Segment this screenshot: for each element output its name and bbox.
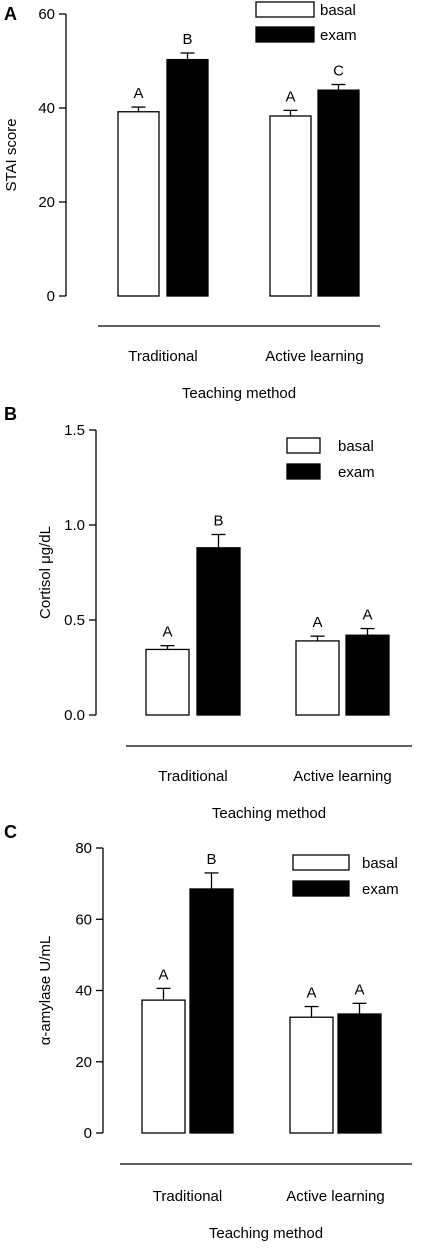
category-label: Active learning [293, 768, 391, 785]
significance-label: B [182, 31, 192, 48]
legend-swatch-basal [255, 1, 315, 18]
legend: basal exam [255, 1, 357, 44]
legend-swatch-basal [286, 437, 321, 454]
y-tick-label: 0.0 [64, 707, 85, 724]
y-tick-label: 20 [38, 194, 55, 211]
y-tick-label: 1.5 [64, 422, 85, 439]
y-axis-label: α-amylase U/mL [37, 936, 54, 1046]
legend-swatch-exam [255, 26, 315, 43]
bar-basal-traditional [145, 648, 190, 716]
bar-exam-active-learning [345, 634, 390, 716]
category-label: Active learning [286, 1188, 384, 1205]
legend-label-basal: basal [320, 2, 356, 19]
significance-label: A [312, 614, 322, 631]
significance-label: A [306, 985, 316, 1002]
significance-label: A [158, 966, 168, 983]
category-label: Traditional [128, 348, 197, 365]
y-tick-label: 0 [47, 288, 55, 305]
panel-label: B [4, 404, 17, 424]
bar-exam-traditional [189, 888, 234, 1134]
bar-basal-active-learning [269, 115, 312, 297]
bar-exam-traditional [196, 547, 241, 716]
chart-panel-a: A 0 20 40 60 STAI score A A B C Traditional Active … [3, 1, 380, 402]
legend-swatch-exam [286, 463, 321, 480]
legend-label-exam: exam [338, 464, 375, 481]
significance-label: A [133, 85, 143, 102]
bar-basal-traditional [141, 999, 186, 1134]
bar-basal-traditional [117, 111, 160, 297]
bar-basal-active-learning [295, 640, 340, 716]
category-label: Active learning [265, 348, 363, 365]
bar-exam-active-learning [337, 1013, 382, 1134]
bar-basal-active-learning [289, 1016, 334, 1134]
x-axis-title: Teaching method [212, 805, 326, 822]
y-tick-label: 40 [75, 983, 92, 1000]
category-label: Traditional [158, 768, 227, 785]
bar-exam-active-learning [317, 89, 360, 297]
panel-label: C [4, 822, 17, 842]
legend: basal exam [292, 854, 399, 898]
y-tick-label: 80 [75, 840, 92, 857]
panel-label: A [4, 4, 17, 24]
significance-label: A [362, 607, 372, 624]
legend-label-basal: basal [338, 438, 374, 455]
y-axis-label: STAI score [3, 118, 20, 191]
y-tick-label: 0.5 [64, 612, 85, 629]
significance-label: B [213, 513, 223, 530]
bar-exam-traditional [166, 58, 209, 297]
y-axis-label: Cortisol μg/dL [37, 526, 54, 619]
significance-label: A [354, 981, 364, 998]
legend-label-basal: basal [362, 855, 398, 872]
significance-label: A [162, 624, 172, 641]
y-tick-label: 0 [84, 1125, 92, 1142]
y-tick-label: 60 [75, 911, 92, 928]
y-tick-label: 60 [38, 6, 55, 23]
y-tick-label: 20 [75, 1054, 92, 1071]
legend-label-exam: exam [320, 27, 357, 44]
legend-swatch-exam [292, 880, 350, 897]
category-label: Traditional [153, 1188, 222, 1205]
legend-swatch-basal [292, 854, 350, 871]
chart-panel-c: C 0 20 40 60 80 α-amylase U/mL A A B A Traditional A… [4, 822, 412, 1242]
significance-label: C [333, 63, 344, 80]
y-tick-label: 40 [38, 100, 55, 117]
x-axis-title: Teaching method [209, 1225, 323, 1242]
legend-label-exam: exam [362, 881, 399, 898]
y-tick-label: 1.0 [64, 517, 85, 534]
chart-panel-b: B 0.0 0.5 1.0 1.5 Cortisol μg/dL A A B A Tradition… [4, 404, 412, 822]
x-axis-title: Teaching method [182, 385, 296, 402]
significance-label: A [285, 88, 295, 105]
legend: basal exam [286, 437, 375, 481]
significance-label: B [206, 851, 216, 868]
